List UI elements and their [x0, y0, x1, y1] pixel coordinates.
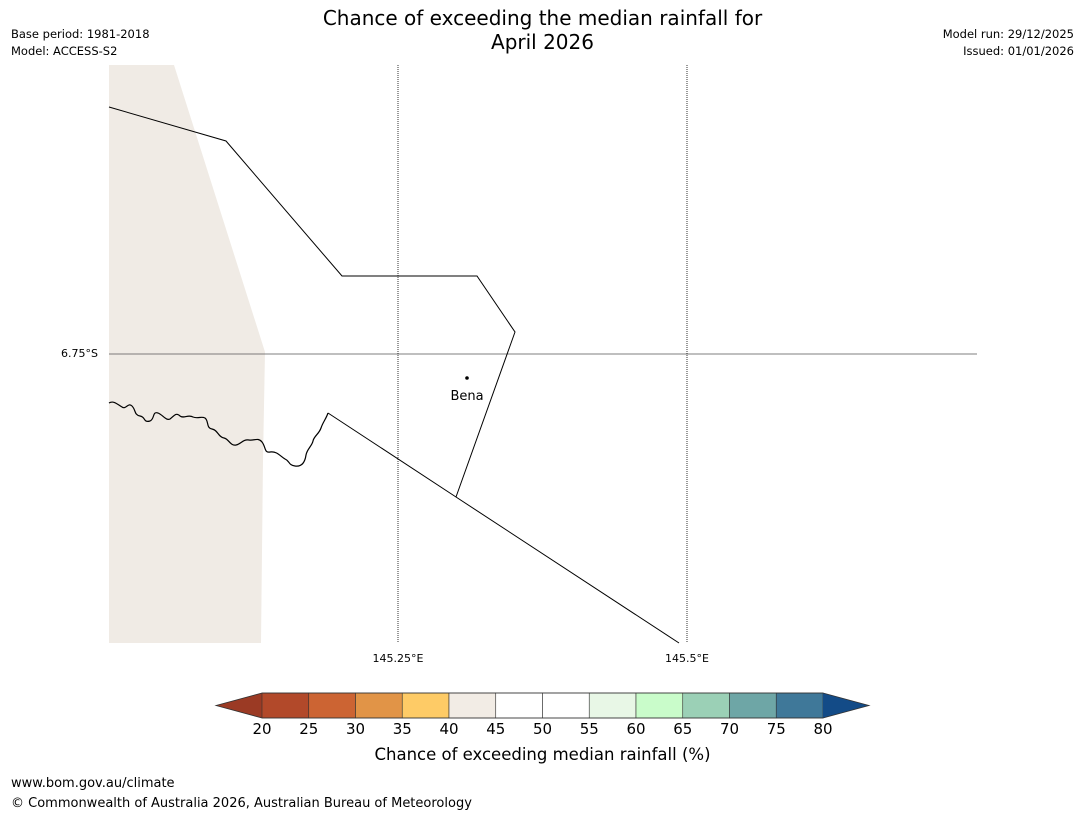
colorbar-segment-55-60 — [588, 692, 637, 719]
colorbar-label: Chance of exceeding median rainfall (%) — [374, 745, 711, 764]
footer-url[interactable]: www.bom.gov.au/climate — [11, 776, 175, 791]
colorbar-tick-label: 50 — [532, 720, 553, 738]
colorbar-segment-50-55 — [542, 692, 590, 719]
colorbar-segment-40-45 — [448, 692, 497, 719]
colorbar-segment-35-40 — [401, 692, 450, 719]
title-line-2: April 2026 — [491, 30, 594, 54]
colorbar-tick-label: 20 — [252, 720, 272, 738]
colorbar-segment-45-50 — [495, 692, 543, 719]
model-name: Model: ACCESS-S2 — [11, 44, 118, 58]
district-boundary — [108, 106, 516, 498]
meta-left: Base period: 1981-2018 Model: ACCESS-S2 — [11, 26, 150, 60]
colorbar-segment-75-80 — [775, 692, 824, 719]
issued-date: Issued: 01/01/2026 — [963, 44, 1074, 58]
footer-copyright: © Commonwealth of Australia 2026, Austra… — [11, 796, 472, 811]
colorbar-under-arrow — [216, 693, 262, 718]
colorbar-tick-label: 40 — [439, 720, 459, 738]
district-boundary-south — [327, 412, 680, 644]
colorbar-tick-label: 35 — [392, 720, 412, 738]
colorbar-segment-30-35 — [355, 692, 403, 719]
river-line — [108, 401, 329, 467]
colorbar-tick-label: 25 — [299, 720, 319, 738]
colorbar-segment-25-30 — [308, 692, 356, 719]
lon-label-1: 145.25°E — [372, 652, 424, 665]
colorbar-segment-65-70 — [682, 692, 730, 719]
colorbar-outline — [214, 692, 871, 719]
map-title: Chance of exceeding the median rainfall … — [0, 6, 1085, 54]
town-marker — [465, 376, 469, 380]
colorbar-tick-label: 70 — [719, 720, 740, 738]
base-period: Base period: 1981-2018 — [11, 27, 150, 41]
colorbar-over-arrow — [823, 693, 869, 718]
colorbar-tick-label: 30 — [345, 720, 366, 738]
colorbar-segment-70-75 — [729, 692, 777, 719]
town-label: Bena — [450, 389, 484, 404]
colorbar-tick-label: 75 — [766, 720, 786, 738]
colorbar-segment-20-25 — [261, 692, 310, 719]
meta-right: Model run: 29/12/2025 Issued: 01/01/2026 — [943, 26, 1074, 60]
title-line-1: Chance of exceeding the median rainfall … — [322, 6, 763, 30]
colorbar-tick-label: 60 — [626, 720, 646, 738]
colorbar-tick-label: 80 — [813, 720, 833, 738]
colorbar-tick-label: 45 — [486, 720, 506, 738]
model-run: Model run: 29/12/2025 — [942, 27, 1074, 41]
colorbar-segment-60-65 — [635, 692, 684, 719]
lon-label-2: 145.5°E — [665, 652, 709, 665]
colorbar-tick-label: 65 — [673, 720, 693, 738]
colorbar-tick-label: 55 — [579, 720, 599, 738]
lat-label: 6.75°S — [61, 347, 98, 360]
